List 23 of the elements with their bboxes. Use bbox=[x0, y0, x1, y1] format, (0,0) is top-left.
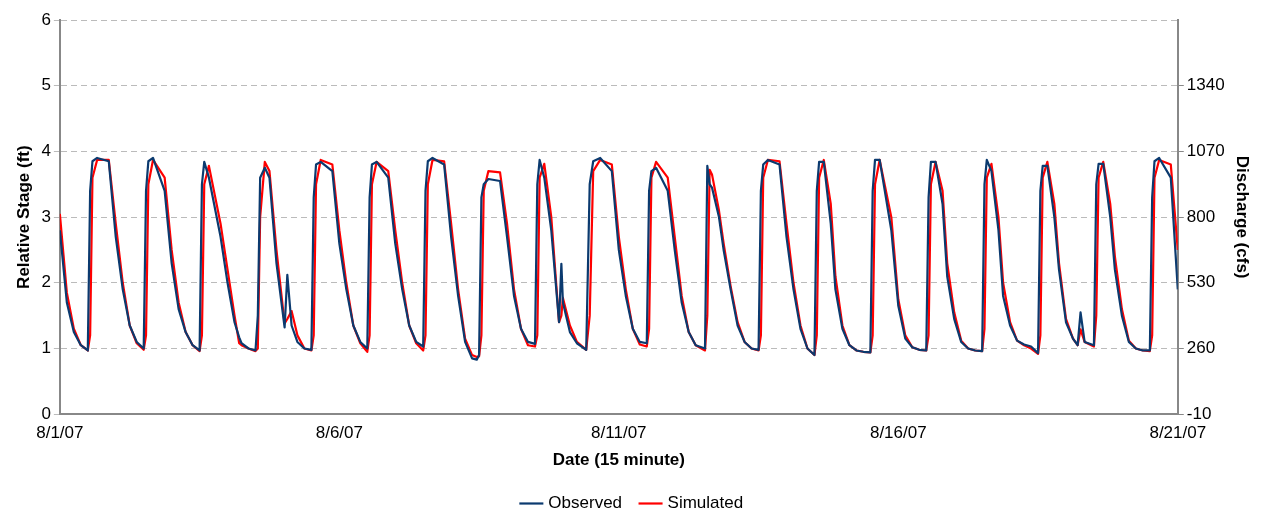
x-axis-title: Date (15 minute) bbox=[552, 450, 685, 470]
x-tick-label: 8/16/07 bbox=[869, 423, 927, 443]
y2-tick-label: -10 bbox=[1186, 403, 1212, 423]
y2-tick-label: 260 bbox=[1186, 338, 1216, 358]
y2-tick-label: 800 bbox=[1186, 206, 1216, 226]
legend-label: Simulated bbox=[667, 493, 744, 513]
y-tick-label: 1 bbox=[41, 338, 51, 358]
x-tick-label: 8/6/07 bbox=[315, 423, 363, 443]
y-tick-label: 2 bbox=[41, 272, 51, 292]
x-tick-label: 8/21/07 bbox=[1149, 423, 1207, 443]
x-tick-label: 8/11/07 bbox=[591, 423, 647, 443]
y2-tick-label: 530 bbox=[1186, 272, 1216, 292]
y-tick-label: 3 bbox=[41, 206, 51, 226]
y-tick-label: 6 bbox=[41, 9, 51, 29]
y-tick-label: 5 bbox=[41, 75, 51, 95]
legend-label: Observed bbox=[548, 493, 623, 513]
y-tick-label: 0 bbox=[41, 403, 51, 423]
y2-tick-label: 1340 bbox=[1186, 75, 1225, 95]
y2-axis-title: Discharge (cfs) bbox=[1233, 155, 1253, 279]
y-axis-title: Relative Stage (ft) bbox=[13, 145, 33, 289]
x-tick-label: 8/1/07 bbox=[36, 423, 84, 443]
y-tick-label: 4 bbox=[41, 141, 51, 161]
y2-tick-label: 1070 bbox=[1186, 141, 1225, 161]
